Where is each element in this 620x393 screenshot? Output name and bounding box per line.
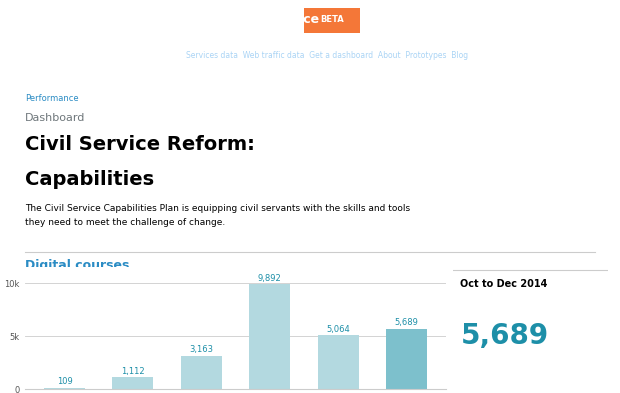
Text: 109: 109 [56,377,73,386]
Text: 3,163: 3,163 [189,345,213,354]
Bar [249,284,290,389]
Text: Performance: Performance [229,13,319,26]
Bar [181,356,222,389]
Bar [44,388,85,389]
Text: Dashboard: Dashboard [25,113,85,123]
Text: Oct to Dec 2014: Oct to Dec 2014 [460,279,547,289]
Text: ♛ GOV.UK: ♛ GOV.UK [19,13,95,27]
Text: 1,112: 1,112 [121,367,144,376]
Text: 5,064: 5,064 [326,325,350,334]
Bar [112,377,154,389]
Text: 5,689: 5,689 [395,318,418,327]
Text: BETA: BETA [320,15,343,24]
Bar [386,329,427,389]
Text: Services data  Web traffic data  Get a dashboard  About  Prototypes  Blog: Services data Web traffic data Get a das… [186,51,468,60]
Text: 9,892: 9,892 [258,274,281,283]
Text: Performance: Performance [25,94,78,103]
Text: The Civil Service Capabilities Plan is equipping civil servants with the skills : The Civil Service Capabilities Plan is e… [25,204,410,226]
FancyBboxPatch shape [304,9,360,33]
Text: Digital courses: Digital courses [25,259,129,272]
Bar [317,335,359,389]
Text: Capabilities: Capabilities [25,170,154,189]
Text: 5,689: 5,689 [460,322,549,350]
Text: Number of face to face and e-learning digital courses completed by civil servant: Number of face to face and e-learning di… [25,285,368,294]
Text: Civil Service Reform:: Civil Service Reform: [25,135,255,154]
